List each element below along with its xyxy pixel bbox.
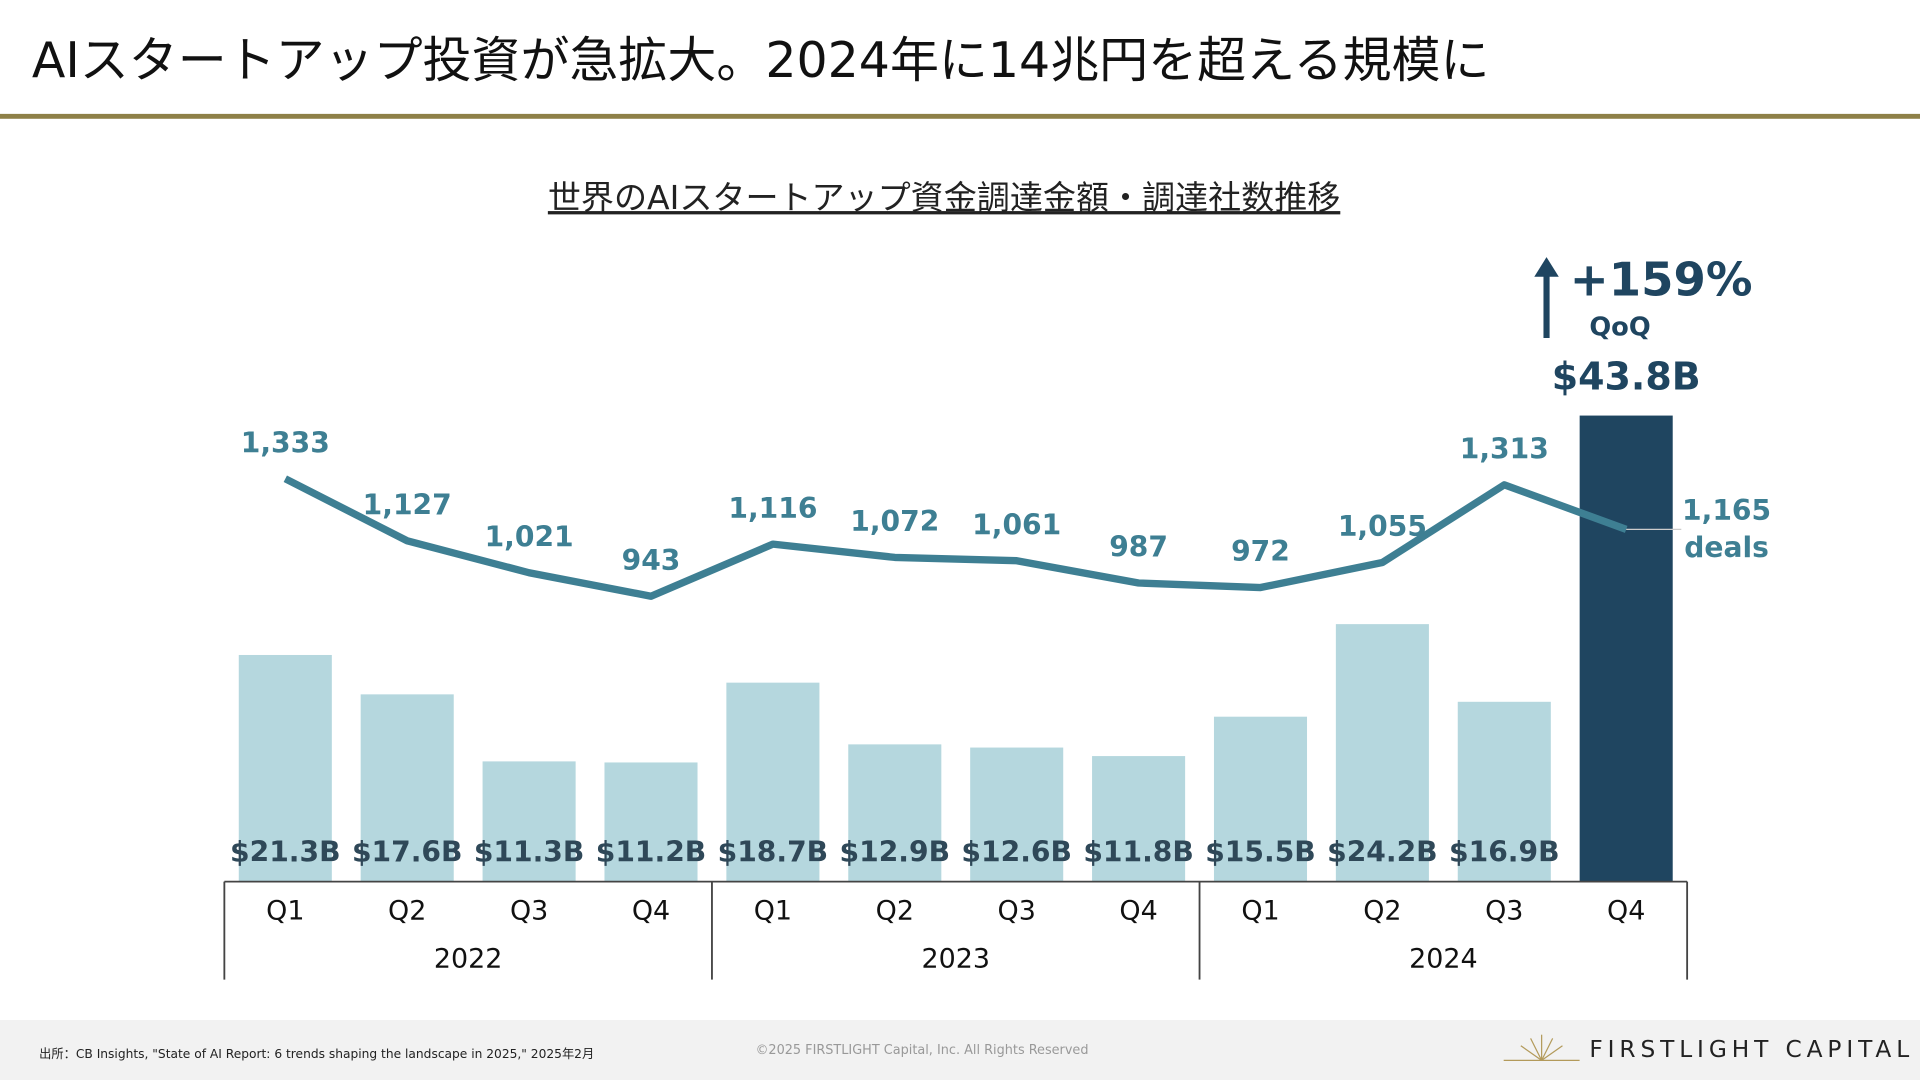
line-value-label: 1,127 xyxy=(363,489,452,522)
bar xyxy=(1092,756,1186,882)
slide-title: AIスタートアップ投資が急拡大。2024年に14兆円を超える規模に xyxy=(32,32,1490,89)
plot: $21.3B $17.6B $11.3B $11.2B $18.7B $12.9B $12.… xyxy=(223,354,1771,980)
group-label: 2023 xyxy=(921,944,990,975)
bar-value-label: $12.9B xyxy=(840,835,951,868)
x-tick-label: Q1 xyxy=(266,896,304,927)
bar xyxy=(1335,624,1429,882)
change-label: +159% xyxy=(1570,252,1753,306)
bar xyxy=(970,747,1064,882)
change-basis: QoQ xyxy=(1589,313,1650,343)
bar-value-label: $11.8B xyxy=(1083,835,1194,868)
bar xyxy=(360,694,454,882)
x-tick-label: Q2 xyxy=(1363,896,1401,927)
chart-title: 世界のAIスタートアップ資金調達金額・調達社数推移 xyxy=(548,178,1340,217)
bar-value-label: $17.6B xyxy=(352,835,463,868)
bar-value-label: $15.5B xyxy=(1205,835,1316,868)
bar xyxy=(1457,701,1551,882)
line-value-label: 1,313 xyxy=(1460,433,1549,466)
x-tick-label: Q3 xyxy=(998,896,1036,927)
logo-mark xyxy=(1503,1034,1580,1062)
source: 出所：CB Insights, "State of AI Report: 6 t… xyxy=(39,1047,594,1061)
deals-line xyxy=(283,475,1628,600)
bar-value-label: $24.2B xyxy=(1327,835,1438,868)
footer xyxy=(0,1020,1920,1080)
line-value-label: 987 xyxy=(1109,531,1168,564)
bar-value-label: $18.7B xyxy=(718,835,829,868)
x-tick-label: Q3 xyxy=(1485,896,1523,927)
logo: FIRSTLIGHT CAPITAL xyxy=(1589,1036,1914,1063)
bar xyxy=(604,762,698,882)
line-value-label: 1,165 xyxy=(1682,494,1771,527)
x-tick-label: Q1 xyxy=(1241,896,1279,927)
x-tick-label: Q4 xyxy=(1119,896,1157,927)
copyright: ©2025 FIRSTLIGHT Capital, Inc. All Right… xyxy=(756,1043,1089,1058)
bar xyxy=(482,761,576,882)
x-tick-label: Q2 xyxy=(876,896,914,927)
bar-value-label: $16.9B xyxy=(1449,835,1560,868)
bar xyxy=(848,744,942,882)
title-rule xyxy=(0,113,1920,119)
bar-value-label: $11.2B xyxy=(596,835,707,868)
group-label: 2022 xyxy=(434,944,503,975)
line-value-label: 1,333 xyxy=(241,426,330,459)
x-tick-label: Q4 xyxy=(632,896,670,927)
change-arrow-head xyxy=(1534,257,1559,277)
line-value-label: 1,072 xyxy=(850,505,939,538)
line-value-label: 1,061 xyxy=(972,508,1061,541)
line-value-label: 1,055 xyxy=(1338,510,1427,543)
bar xyxy=(1213,716,1308,882)
group-label: 2024 xyxy=(1409,944,1478,975)
line-unit-label: deals xyxy=(1684,531,1769,564)
bar xyxy=(238,654,332,882)
bar xyxy=(726,682,820,882)
bar-value-label: $43.8B xyxy=(1552,354,1701,398)
bar-value-label: $12.6B xyxy=(961,835,1072,868)
x-tick-label: Q1 xyxy=(754,896,792,927)
line-value-label: 1,021 xyxy=(485,520,574,553)
bar-value-label: $21.3B xyxy=(230,835,341,868)
line-value-label: 943 xyxy=(622,544,681,577)
x-tick-label: Q3 xyxy=(510,896,548,927)
bar xyxy=(1579,415,1673,882)
x-tick-label: Q4 xyxy=(1607,896,1645,927)
line-value-label: 1,116 xyxy=(728,492,817,525)
line-value-label: 972 xyxy=(1231,535,1290,568)
bar-value-label: $11.3B xyxy=(474,835,585,868)
x-tick-label: Q2 xyxy=(388,896,426,927)
